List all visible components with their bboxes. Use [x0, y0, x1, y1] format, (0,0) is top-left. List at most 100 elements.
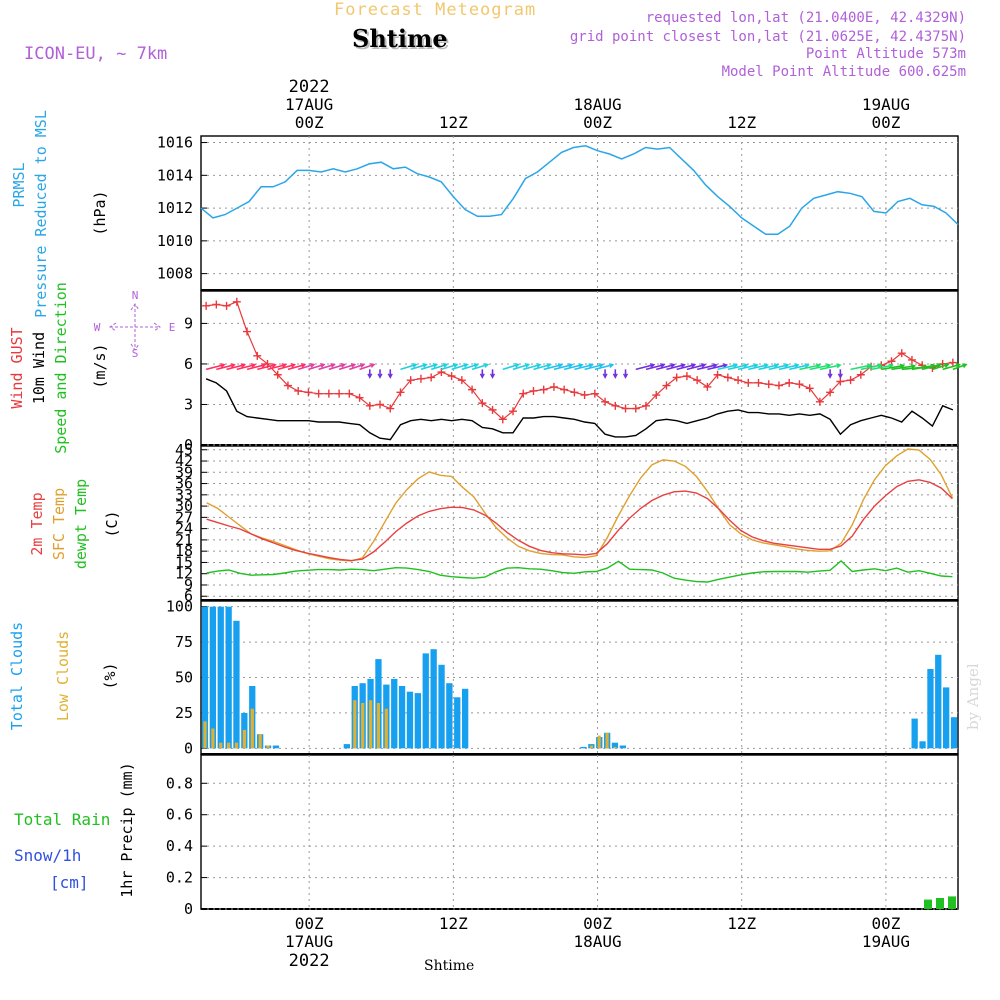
total-cloud-bar — [430, 649, 437, 749]
ytick-label: 0.6 — [166, 806, 193, 824]
bottom-year-label: 2022 — [289, 951, 330, 971]
wind-direction-arrowhead — [369, 363, 376, 368]
compass-s: S — [132, 347, 139, 360]
wind-direction-arrow — [257, 363, 276, 371]
wind-direction-arrowhead — [722, 363, 729, 369]
wind-direction-arrow — [727, 364, 748, 371]
wind-direction-arrowhead — [670, 363, 676, 369]
ytick-label: 9 — [184, 314, 193, 332]
rain-bar — [948, 896, 956, 909]
low-cloud-bar — [211, 728, 215, 749]
wind-direction-arrow — [308, 363, 325, 371]
ytick-label: 1014 — [157, 166, 193, 184]
wind-direction-arrow — [635, 363, 655, 371]
gust-point — [897, 349, 906, 358]
gust-point — [416, 374, 425, 383]
wind-direction-arrowhead — [290, 363, 296, 368]
low-cloud-bar — [589, 745, 593, 749]
wind-speed-direction-label: Speed and Direction — [52, 282, 70, 454]
wind-direction-arrow — [410, 363, 427, 371]
gust-point — [202, 301, 211, 310]
wind-direction-arrow — [543, 363, 562, 371]
wind-direction-arrowhead — [453, 363, 459, 368]
gust-point — [294, 386, 303, 395]
wind-direction-arrowhead — [367, 373, 373, 379]
wind-direction-arrowhead — [320, 363, 326, 368]
wind-direction-arrow — [819, 364, 841, 371]
wind-direction-arrow — [205, 363, 225, 371]
total-cloud-bar — [919, 741, 926, 749]
gust-point — [273, 370, 282, 379]
ytick-label: 1010 — [157, 232, 193, 250]
wind-direction-arrowhead — [815, 363, 822, 369]
gust-point — [590, 389, 599, 398]
wind-direction-arrow — [359, 363, 375, 371]
wind-ylabel: (m/s) — [91, 343, 109, 388]
wind-direction-arrowhead — [567, 363, 574, 369]
wind-direction-arrowhead — [330, 363, 336, 368]
total-cloud-bar — [398, 686, 406, 749]
gust-point — [355, 393, 364, 402]
gust-point — [498, 415, 507, 424]
ytick-label: 75 — [175, 633, 193, 651]
total-cloud-bar — [233, 620, 240, 749]
wind-direction-arrowhead — [489, 373, 496, 379]
wind-direction-arrow — [400, 363, 417, 371]
rain-bar — [924, 899, 932, 909]
wind-direction-arrowhead — [700, 363, 707, 369]
gust-point — [734, 376, 743, 385]
wind-direction-arrowhead — [309, 363, 316, 368]
wind-direction-arrow — [891, 365, 915, 371]
gust-point — [365, 401, 374, 410]
gust-point — [253, 351, 262, 360]
top-date-label: 18AUG — [573, 95, 621, 114]
temp-ylabel: (C) — [103, 510, 121, 537]
low-cloud-bar — [384, 708, 388, 749]
ytick-label: 1016 — [157, 134, 193, 152]
total-cloud-bar — [911, 718, 918, 749]
ytick-label: 45 — [175, 441, 193, 459]
wind-direction-arrow — [748, 364, 768, 371]
total-cloud-bar — [454, 697, 461, 749]
low-cloud-bar — [605, 732, 609, 749]
pressure-line — [200, 145, 959, 236]
ytick-label: 6 — [184, 355, 193, 373]
ytick-label: 15 — [175, 553, 193, 571]
total-cloud-bar — [943, 687, 950, 749]
wind-direction-arrowhead — [422, 363, 428, 368]
wind-direction-arrow — [594, 363, 614, 371]
wind-direction-arrow — [758, 364, 778, 371]
ytick-label: 18 — [175, 542, 193, 560]
compass-rose-icon — [109, 303, 161, 351]
sfc-temp-label: SFC Temp — [50, 488, 68, 560]
low-cloud-bar — [266, 745, 270, 749]
wind-direction-arrowhead — [230, 363, 236, 369]
bottom-time-label: 00Z — [871, 914, 900, 933]
wind-direction-arrow — [737, 364, 758, 371]
gust-point — [713, 370, 722, 379]
bottom-time-label: 00Z — [295, 914, 324, 933]
gust-point — [601, 397, 610, 406]
total-cloud-bar — [391, 678, 398, 749]
ytick-label: 0 — [184, 436, 193, 454]
wind-direction-arrowhead — [473, 363, 479, 368]
gust-point — [345, 389, 354, 398]
wind-direction-arrow — [850, 364, 872, 371]
wind-direction-arrowhead — [690, 363, 697, 369]
wind-direction-arrowhead — [608, 363, 615, 369]
gust-point — [826, 388, 835, 397]
wind-direction-arrowhead — [649, 363, 656, 369]
gust-point — [509, 407, 518, 416]
wind-direction-arrowhead — [546, 363, 552, 368]
top-time-label: 00Z — [871, 113, 900, 132]
wind-direction-arrowhead — [712, 363, 718, 369]
model-altitude: Model Point Altitude 600.625m — [721, 64, 966, 80]
wind-direction-arrow — [696, 364, 717, 371]
sfc-temp-line — [206, 448, 954, 562]
wind-direction-arrowhead — [300, 363, 307, 368]
wind-direction-arrow — [921, 363, 941, 371]
total-cloud-bar — [422, 653, 429, 749]
gust-point — [805, 384, 814, 393]
ytick-label: 21 — [175, 531, 193, 549]
rain-bar — [936, 898, 944, 909]
